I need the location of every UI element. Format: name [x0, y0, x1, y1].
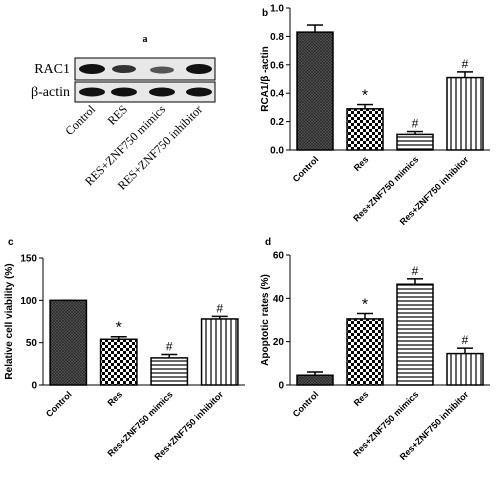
- bar: [99, 338, 138, 386]
- y-tick-label: 0.6: [270, 60, 284, 71]
- lane-label: Control: [62, 102, 98, 138]
- y-tick-label: 20: [273, 337, 285, 348]
- x-tick-label: Control: [291, 389, 321, 419]
- bar: [150, 357, 189, 386]
- annotation: #: [216, 301, 223, 315]
- y-tick-label: 150: [20, 254, 37, 265]
- bar: [446, 76, 484, 151]
- bar: [446, 352, 484, 386]
- y-axis-label: Apoptotic rates (%): [260, 274, 271, 366]
- row-label: β-actin: [31, 85, 70, 100]
- bar: [346, 108, 384, 151]
- lane-label: RES: [105, 102, 130, 127]
- y-axis-label: RCA1/β -actin: [260, 46, 271, 112]
- blot-image: [74, 57, 216, 103]
- annotation: #: [412, 117, 419, 131]
- bar: [200, 318, 239, 386]
- bar: [49, 299, 88, 386]
- y-tick-label: 100: [20, 296, 37, 307]
- bar: [296, 31, 334, 151]
- y-tick-label: 60: [273, 251, 285, 262]
- bar: [346, 318, 384, 386]
- bar: [396, 283, 434, 386]
- x-tick-label: Control: [44, 389, 74, 419]
- y-tick-label: 0.2: [270, 117, 284, 128]
- annotation: *: [362, 297, 368, 314]
- panel-label: b: [262, 8, 268, 19]
- annotation: #: [462, 57, 469, 71]
- annotation: #: [412, 264, 419, 278]
- panel-label: d: [265, 237, 271, 248]
- x-tick-label: Res: [105, 389, 124, 408]
- panel-label: c: [8, 237, 14, 248]
- row-label: RAC1: [34, 62, 70, 77]
- y-tick-label: 1.0: [270, 4, 284, 15]
- y-tick-label: 0.8: [270, 32, 284, 43]
- x-tick-label: Res: [352, 389, 371, 408]
- bar: [396, 133, 434, 151]
- y-tick-label: 40: [273, 294, 285, 305]
- y-tick-label: 0: [278, 381, 284, 392]
- y-tick-label: 0: [31, 381, 37, 392]
- x-tick-label: Control: [291, 154, 321, 184]
- x-tick-label: Res: [352, 154, 371, 173]
- y-tick-label: 0.4: [270, 89, 284, 100]
- y-axis-label: Relative cell viability (%): [4, 263, 15, 379]
- annotation: #: [166, 340, 173, 354]
- annotation: #: [462, 333, 469, 347]
- annotation: *: [116, 320, 122, 337]
- y-tick-label: 50: [26, 338, 38, 349]
- panel-label: a: [143, 34, 148, 45]
- annotation: *: [362, 88, 368, 105]
- y-tick-label: 0.0: [270, 146, 284, 157]
- bar: [296, 374, 334, 386]
